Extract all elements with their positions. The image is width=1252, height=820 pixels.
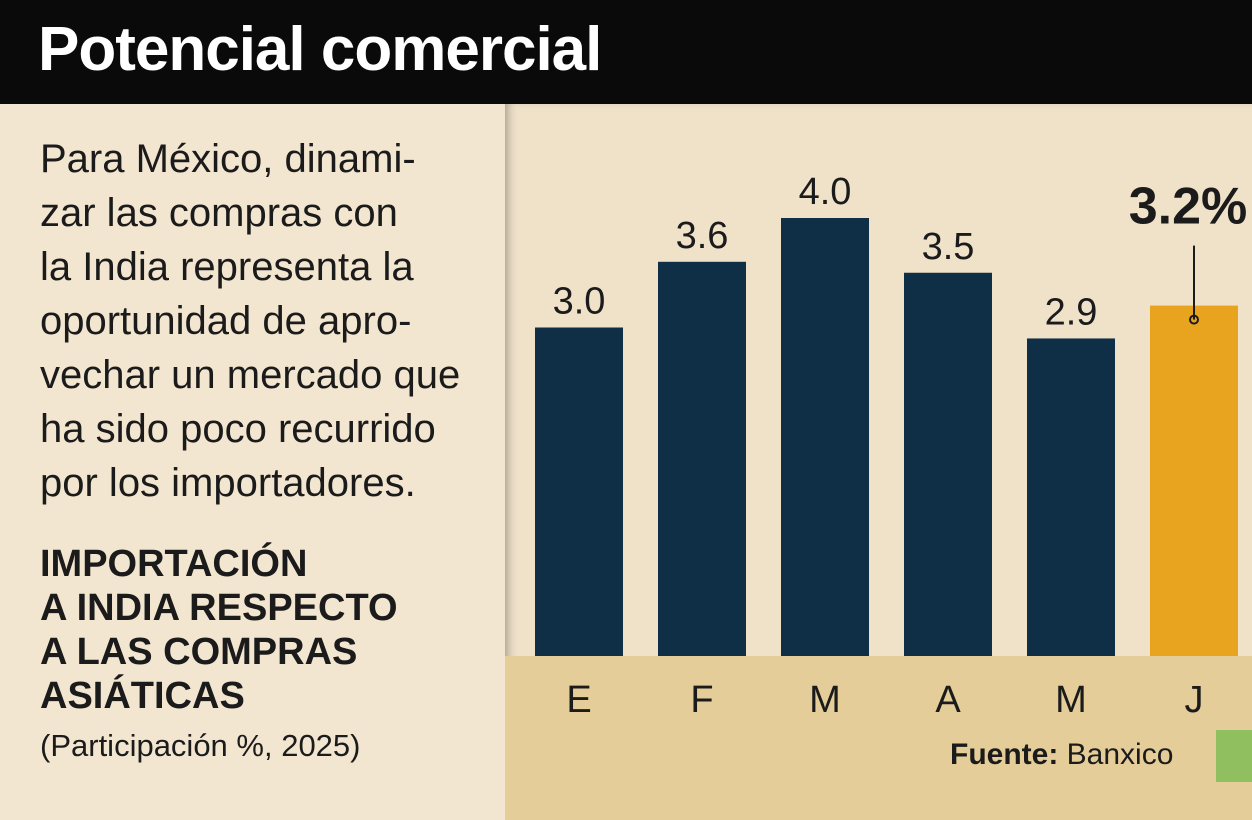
bar	[658, 261, 746, 656]
x-tick-label: J	[1185, 679, 1204, 721]
data-label: 3.0	[553, 281, 606, 323]
header-bar: Potencial comercial	[0, 0, 1252, 104]
bar	[1027, 338, 1115, 656]
chart-subtitle: (Participación %, 2025)	[40, 728, 361, 763]
data-label: 3.2%	[1129, 178, 1248, 236]
chart-title: IMPORTACIÓN A INDIA RESPECTO A LAS COMPR…	[40, 543, 398, 717]
source-label: Fuente:	[950, 738, 1059, 771]
bar	[1150, 305, 1238, 656]
data-label: 2.9	[1045, 291, 1098, 333]
decorative-green-block	[1216, 730, 1252, 782]
bar	[535, 327, 623, 656]
bar	[781, 218, 869, 656]
x-tick-label: E	[566, 679, 591, 721]
data-label: 4.0	[799, 171, 852, 213]
bar	[904, 272, 992, 656]
page-title: Potencial comercial	[38, 15, 602, 84]
x-tick-label: A	[935, 679, 961, 721]
x-tick-label: F	[690, 679, 713, 721]
callout-dot	[1189, 314, 1199, 325]
bar-chart: E 3.0 F 3.6 M 4.0 A 3.5 M 2.9 J 3.2%	[505, 171, 1252, 820]
source-note: Fuente: Banxico	[950, 738, 1173, 772]
left-text-panel	[0, 104, 505, 820]
data-label: 3.5	[922, 226, 975, 268]
x-tick-label: M	[809, 679, 841, 721]
x-tick-label: M	[1055, 679, 1087, 721]
x-axis-band	[505, 656, 1252, 820]
source-value: Banxico	[1066, 738, 1174, 771]
intro-paragraph: Para México, dinami- zar las compras con…	[40, 137, 461, 505]
data-label: 3.6	[676, 215, 729, 257]
